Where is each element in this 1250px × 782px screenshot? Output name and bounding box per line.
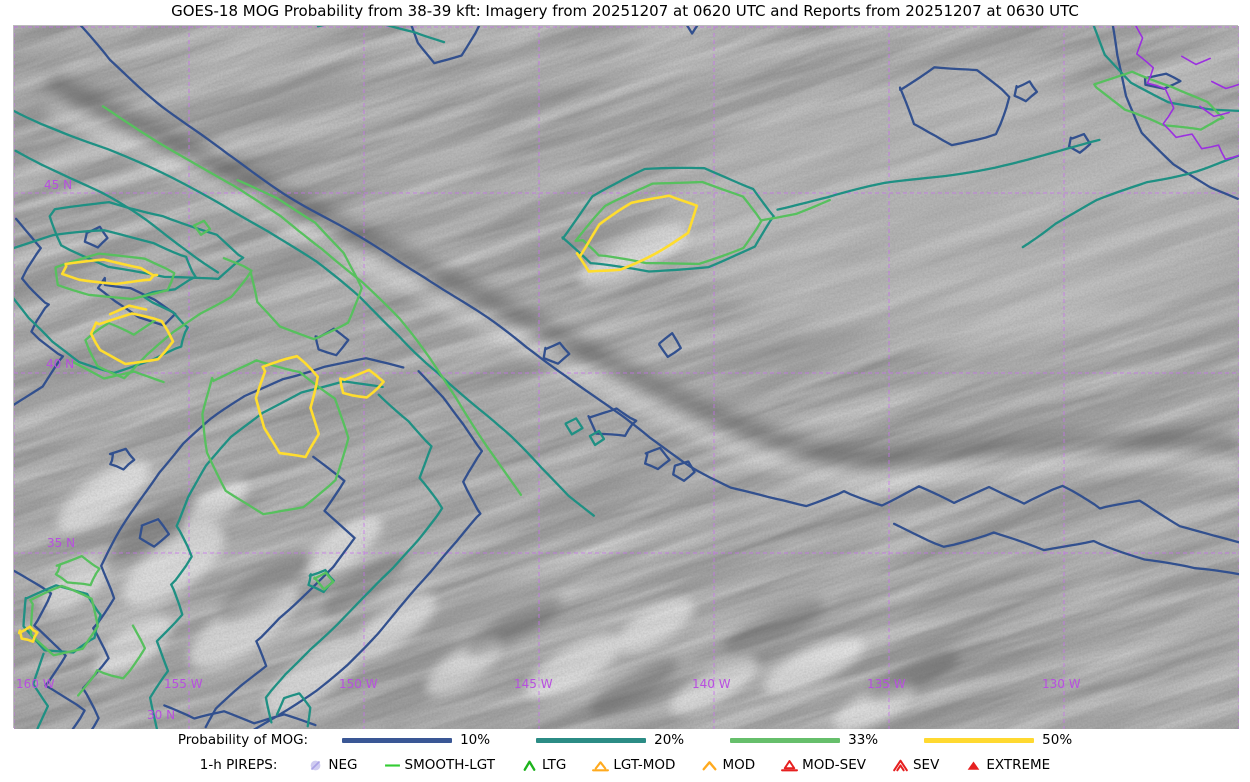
- svg-text:160 W: 160 W: [16, 677, 55, 691]
- svg-text:145 W: 145 W: [514, 677, 553, 691]
- pireps-legend-label: 1-h PIREPS:: [199, 757, 278, 773]
- sev-icon: [893, 759, 908, 771]
- pirep-label: SEV: [912, 757, 940, 773]
- page-title: GOES-18 MOG Probability from 38-39 kft: …: [171, 2, 1079, 20]
- svg-text:150 W: 150 W: [339, 677, 378, 691]
- lgt-mod-icon: [592, 760, 610, 771]
- mog-legend-value: 20%: [654, 732, 685, 748]
- pirep-label: EXTREME: [986, 757, 1051, 773]
- pirep-item-lgt-mod: LGT-MOD: [592, 757, 675, 773]
- svg-text:40 N: 40 N: [46, 357, 74, 371]
- mog-legend-value: 10%: [460, 732, 491, 748]
- mog-legend-item-50: 50%: [924, 732, 1072, 748]
- pirep-label: SMOOTH-LGT: [404, 757, 496, 773]
- mod-sev-icon: [781, 759, 799, 771]
- coastline: [1135, 26, 1239, 161]
- pirep-label: MOD-SEV: [802, 757, 866, 773]
- contour-swatch-33: [730, 737, 841, 743]
- pirep-label: NEG: [328, 757, 358, 773]
- satellite-imagery-texture: [14, 26, 1239, 729]
- contour-swatch-20: [536, 737, 647, 743]
- pirep-label: MOD: [722, 757, 756, 773]
- mog-probability-legend: Probability of MOG: 10% 20% 33% 50%: [0, 732, 1250, 748]
- pirep-item-mod-sev: MOD-SEV: [781, 757, 866, 773]
- pirep-label: LTG: [542, 757, 567, 773]
- ltg-icon: [523, 760, 536, 771]
- svg-text:35 N: 35 N: [47, 536, 75, 550]
- svg-text:30 N: 30 N: [147, 708, 175, 722]
- svg-text:135 W: 135 W: [867, 677, 906, 691]
- probability-contours: [14, 26, 1239, 729]
- svg-text:130 W: 130 W: [1042, 677, 1081, 691]
- svg-text:45 N: 45 N: [44, 178, 72, 192]
- mod-icon: [702, 760, 717, 770]
- mog-legend-value: 50%: [1042, 732, 1073, 748]
- contour-swatch-50: [924, 737, 1035, 743]
- neg-icon: [311, 760, 321, 770]
- svg-text:140 W: 140 W: [692, 677, 731, 691]
- pireps-legend: 1-h PIREPS: NEG SMOOTH-LGT LTG: [0, 757, 1250, 773]
- svg-text:155 W: 155 W: [164, 677, 203, 691]
- contour-swatch-10: [342, 737, 453, 743]
- mog-legend-value: 33%: [848, 732, 879, 748]
- gridline-labels: 45 N 40 N 35 N 30 N 160 W 155 W 150 W 145 W 140 …: [16, 178, 1081, 722]
- pirep-item-neg: NEG: [307, 757, 358, 773]
- map-canvas: 45 N 40 N 35 N 30 N 160 W 155 W 150 W 145 W 140 …: [14, 26, 1239, 729]
- pirep-item-smooth-lgt: SMOOTH-LGT: [384, 757, 496, 773]
- mog-legend-label: Probability of MOG:: [177, 732, 309, 748]
- pirep-label: LGT-MOD: [613, 757, 676, 773]
- mog-legend-item-10: 10%: [342, 732, 490, 748]
- satellite-map: 45 N 40 N 35 N 30 N 160 W 155 W 150 W 145 W 140 …: [13, 25, 1239, 729]
- pirep-item-mod: MOD: [701, 757, 755, 773]
- extreme-icon: [967, 760, 980, 770]
- smooth-lgt-icon: [384, 763, 400, 767]
- pirep-item-ltg: LTG: [521, 757, 566, 773]
- mog-legend-item-33: 33%: [730, 732, 878, 748]
- mog-legend-item-20: 20%: [536, 732, 684, 748]
- lat-lon-gridlines: [14, 26, 1239, 729]
- pirep-item-extreme: EXTREME: [965, 757, 1050, 773]
- pirep-item-sev: SEV: [892, 757, 939, 773]
